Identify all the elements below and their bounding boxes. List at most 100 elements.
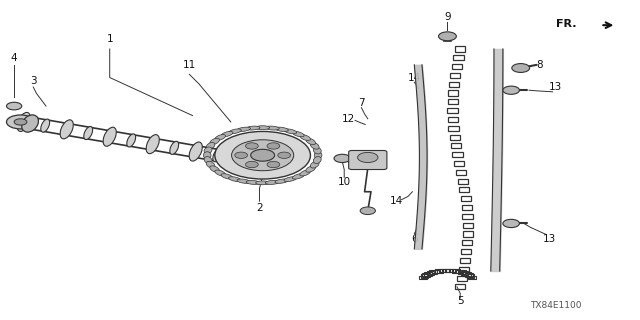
Ellipse shape — [60, 120, 73, 139]
Ellipse shape — [210, 138, 220, 145]
Ellipse shape — [314, 147, 321, 154]
Bar — [452, 64, 462, 69]
Text: 13: 13 — [543, 234, 556, 244]
Bar — [458, 270, 465, 274]
Ellipse shape — [314, 152, 322, 159]
Bar — [461, 196, 471, 201]
Bar — [454, 161, 465, 166]
Circle shape — [358, 152, 378, 163]
Ellipse shape — [170, 141, 179, 154]
Bar — [456, 170, 466, 175]
Bar — [452, 269, 460, 273]
Circle shape — [334, 154, 351, 163]
Ellipse shape — [300, 170, 310, 176]
Circle shape — [438, 32, 456, 41]
Ellipse shape — [246, 180, 260, 184]
Ellipse shape — [146, 135, 159, 154]
Text: 12: 12 — [342, 114, 355, 124]
Ellipse shape — [314, 156, 321, 164]
Bar — [458, 267, 468, 272]
Bar — [461, 249, 472, 254]
Text: 8: 8 — [536, 60, 543, 70]
Ellipse shape — [103, 127, 116, 146]
Text: 14: 14 — [408, 73, 421, 83]
Ellipse shape — [266, 180, 279, 184]
Ellipse shape — [310, 161, 319, 168]
Bar — [461, 271, 468, 275]
Bar — [449, 82, 459, 87]
Text: 14: 14 — [390, 196, 403, 206]
Ellipse shape — [221, 174, 233, 179]
Bar — [463, 214, 472, 219]
Text: 3: 3 — [30, 76, 36, 86]
Ellipse shape — [228, 177, 241, 181]
Ellipse shape — [284, 129, 297, 134]
Bar — [445, 268, 453, 272]
Bar — [419, 276, 427, 279]
Ellipse shape — [255, 181, 269, 185]
Ellipse shape — [127, 134, 136, 147]
Circle shape — [503, 219, 520, 228]
Bar — [450, 73, 460, 78]
Ellipse shape — [246, 126, 260, 130]
Text: 11: 11 — [183, 60, 196, 70]
Bar — [458, 179, 468, 184]
Ellipse shape — [275, 127, 289, 132]
Ellipse shape — [256, 156, 265, 169]
Ellipse shape — [228, 129, 241, 134]
Bar — [465, 273, 472, 277]
Bar — [455, 269, 463, 273]
Circle shape — [215, 132, 310, 179]
Bar — [447, 99, 458, 104]
Ellipse shape — [206, 142, 215, 149]
Ellipse shape — [213, 149, 221, 162]
Bar — [452, 152, 463, 157]
Bar — [453, 55, 463, 60]
Ellipse shape — [206, 161, 215, 168]
Bar — [468, 276, 476, 279]
Ellipse shape — [215, 170, 225, 176]
Text: 5: 5 — [457, 296, 463, 306]
Ellipse shape — [237, 127, 250, 132]
Ellipse shape — [266, 126, 279, 130]
Ellipse shape — [306, 166, 316, 172]
Ellipse shape — [237, 179, 250, 183]
FancyBboxPatch shape — [349, 150, 387, 170]
Ellipse shape — [284, 177, 297, 181]
Bar — [448, 91, 458, 96]
Bar — [424, 272, 432, 276]
Text: 13: 13 — [549, 82, 563, 92]
Circle shape — [6, 102, 22, 110]
Text: TX84E1100: TX84E1100 — [530, 301, 582, 310]
Ellipse shape — [275, 179, 289, 183]
Ellipse shape — [22, 115, 38, 132]
Bar — [429, 270, 437, 274]
Circle shape — [14, 119, 27, 125]
Ellipse shape — [204, 147, 212, 154]
Bar — [435, 269, 443, 273]
Bar — [449, 126, 459, 131]
Ellipse shape — [275, 157, 289, 176]
Ellipse shape — [292, 132, 304, 137]
Circle shape — [267, 143, 280, 149]
Ellipse shape — [204, 152, 211, 159]
Text: 2: 2 — [256, 203, 263, 212]
Bar — [422, 273, 430, 277]
Ellipse shape — [84, 126, 93, 140]
Circle shape — [503, 86, 520, 94]
Ellipse shape — [306, 138, 316, 145]
Circle shape — [278, 152, 291, 158]
Bar — [455, 46, 465, 52]
Bar — [449, 134, 460, 140]
Bar — [448, 117, 458, 122]
Ellipse shape — [232, 149, 245, 168]
Bar — [447, 108, 458, 113]
Ellipse shape — [255, 126, 269, 130]
Ellipse shape — [300, 135, 310, 140]
Bar — [449, 269, 456, 273]
Text: 4: 4 — [11, 53, 17, 63]
Circle shape — [267, 161, 280, 168]
Ellipse shape — [204, 156, 212, 164]
Bar — [432, 269, 440, 273]
Bar — [460, 258, 470, 263]
